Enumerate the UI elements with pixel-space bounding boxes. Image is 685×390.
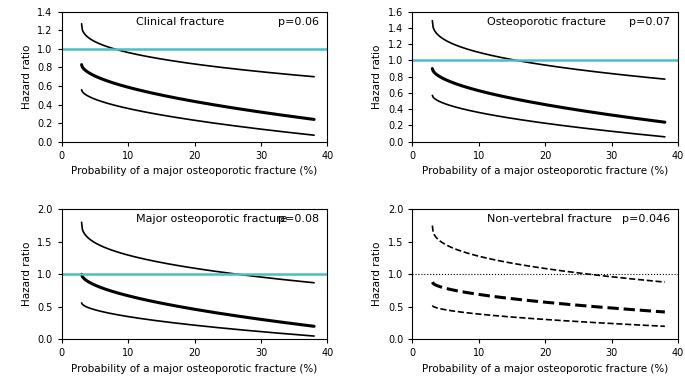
Y-axis label: Hazard ratio: Hazard ratio bbox=[22, 44, 32, 109]
X-axis label: Probability of a major osteoporotic fracture (%): Probability of a major osteoporotic frac… bbox=[71, 364, 318, 374]
X-axis label: Probability of a major osteoporotic fracture (%): Probability of a major osteoporotic frac… bbox=[422, 166, 669, 176]
Text: p=0.06: p=0.06 bbox=[278, 17, 319, 27]
Text: p=0.07: p=0.07 bbox=[629, 17, 670, 27]
Text: Clinical fracture: Clinical fracture bbox=[136, 17, 224, 27]
X-axis label: Probability of a major osteoporotic fracture (%): Probability of a major osteoporotic frac… bbox=[422, 364, 669, 374]
Text: Osteoporotic fracture: Osteoporotic fracture bbox=[487, 17, 606, 27]
Text: p=0.046: p=0.046 bbox=[622, 215, 670, 225]
Text: Major osteoporotic fracture: Major osteoporotic fracture bbox=[136, 215, 288, 225]
Y-axis label: Hazard ratio: Hazard ratio bbox=[373, 242, 382, 307]
Text: Non-vertebral fracture: Non-vertebral fracture bbox=[487, 215, 612, 225]
Text: p=0.08: p=0.08 bbox=[278, 215, 319, 225]
Y-axis label: Hazard ratio: Hazard ratio bbox=[22, 242, 32, 307]
Y-axis label: Hazard ratio: Hazard ratio bbox=[373, 44, 382, 109]
X-axis label: Probability of a major osteoporotic fracture (%): Probability of a major osteoporotic frac… bbox=[71, 166, 318, 176]
